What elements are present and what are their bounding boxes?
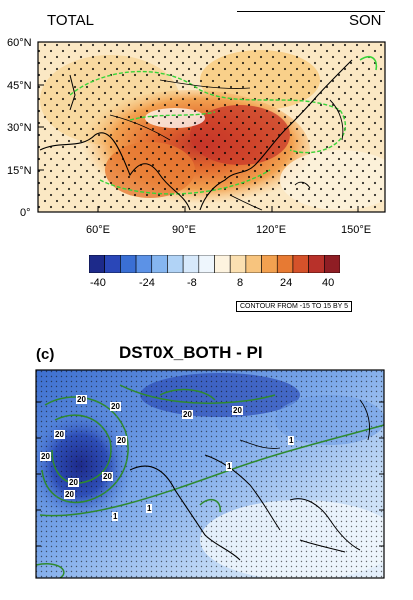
contour-label: 20 [68, 478, 79, 487]
contour-label: 1 [146, 504, 153, 513]
colorbar-box [292, 255, 309, 273]
panel-right-title: SON [349, 12, 382, 29]
lon-tick-label: 90°E [172, 224, 196, 236]
contour-label: 20 [182, 410, 193, 419]
contour-label: 20 [110, 402, 121, 411]
colorbar-box [276, 255, 294, 273]
contour-label: 20 [64, 490, 75, 499]
colorbar-box [120, 255, 137, 273]
colorbar-box [214, 255, 231, 273]
panel-left-title: TOTAL [47, 12, 94, 29]
contour-label: 20 [232, 406, 243, 415]
colorbar-label: 40 [322, 277, 335, 289]
colorbar-box [308, 255, 325, 273]
lon-tick-label: 120°E [256, 224, 287, 236]
colorbar-box [261, 255, 278, 273]
colorbar-box [89, 255, 105, 273]
contour-label: 20 [40, 452, 51, 461]
colorbar-box [104, 255, 121, 273]
colorbar-box [324, 255, 340, 273]
colorbar-box [229, 255, 247, 273]
colorbar-box [182, 255, 200, 273]
colorbar-box [135, 255, 153, 273]
colorbar-box [198, 255, 215, 273]
colorbar-label: -24 [139, 277, 155, 289]
colorbar-label: 24 [280, 277, 293, 289]
contour-label: 20 [76, 395, 87, 404]
colorbar-label: -40 [90, 277, 106, 289]
contour-label: 20 [116, 436, 127, 445]
contour-note: CONTOUR FROM -15 TO 15 BY 5 [236, 301, 353, 312]
title-rule [237, 11, 385, 12]
contour-label: 20 [54, 430, 65, 439]
lat-tick-label: 30°N [7, 122, 32, 134]
colorbar-label: 8 [237, 277, 244, 289]
panel-letter: (c) [36, 346, 55, 363]
bottom-map-field [36, 370, 384, 578]
lat-tick-label: 15°N [7, 165, 32, 177]
colorbar-box [167, 255, 184, 273]
contour-label: 20 [102, 472, 113, 481]
lon-tick-label: 150°E [341, 224, 372, 236]
lat-tick-label: 45°N [7, 80, 32, 92]
top-map-field [38, 42, 385, 212]
panel-title: DST0X_BOTH - PI [119, 343, 263, 362]
colorbar-box [151, 255, 168, 273]
colorbar-box [245, 255, 262, 273]
contour-label: 1 [288, 436, 295, 445]
contour-label: 1 [112, 512, 119, 521]
lon-tick-label: 60°E [86, 224, 110, 236]
lat-tick-label: 60°N [7, 37, 32, 49]
colorbar [89, 255, 340, 273]
contour-label: 1 [226, 462, 233, 471]
lat-tick-label: 0° [20, 207, 31, 219]
colorbar-label: -8 [187, 277, 197, 289]
